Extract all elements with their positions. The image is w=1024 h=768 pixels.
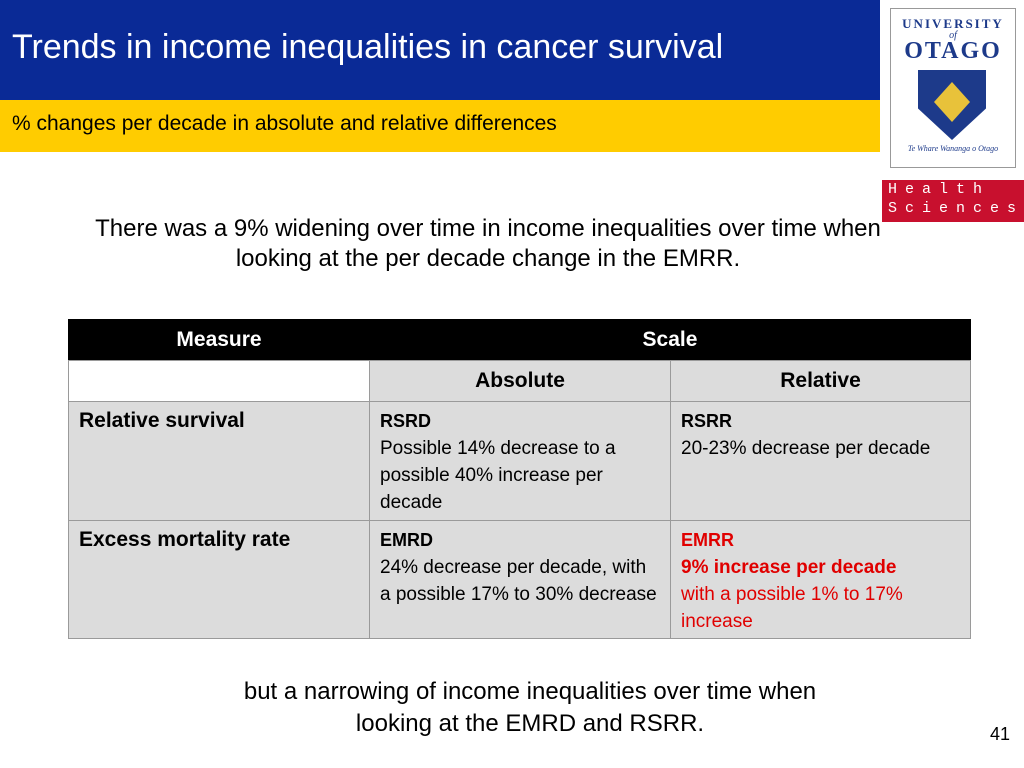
measure-cell: Excess mortality rate: [68, 520, 370, 639]
title-bar: [0, 0, 880, 100]
logo-frame: [890, 8, 1016, 168]
table-cell: EMRR 9% increase per decade with a possi…: [670, 520, 971, 639]
logo-name: OTAGO: [904, 38, 1002, 64]
column-header: Measure: [68, 319, 370, 360]
title: Trends in income inequalities in cancer …: [12, 28, 724, 66]
subtitle: % changes per decade in absolute and rel…: [12, 112, 557, 135]
measure-cell: Relative survival: [68, 401, 370, 521]
table-cell: RSRD Possible 14% decrease to a possible…: [369, 401, 671, 521]
subcolumn-header: Absolute: [369, 360, 671, 402]
cell-label: RSRR: [681, 411, 733, 431]
cell-emphasis: 9% increase per decade: [681, 557, 897, 578]
page-number: 41: [990, 724, 1011, 744]
table-cell: EMRD 24% decrease per decade, with a pos…: [369, 520, 671, 639]
conclusion-text: but a narrowing of income inequalities o…: [243, 678, 817, 737]
faculty-word: Sciences: [888, 200, 1024, 217]
subcolumn-header: Relative: [670, 360, 971, 402]
intro-text: There was a 9% widening over time in inc…: [95, 215, 881, 272]
cell-label: RSRD: [380, 411, 432, 431]
faculty-bar: [882, 180, 1024, 222]
cell-label: EMRR: [681, 530, 734, 550]
faculty-word: Health: [888, 181, 991, 198]
table-cell: RSRR 20-23% decrease per decade: [670, 401, 971, 521]
column-header: Scale: [369, 319, 971, 360]
empty-cell: [68, 360, 370, 402]
cell-text: with a possible 1% to 17% increase: [681, 584, 903, 632]
cell-text: Possible 14% decrease to a possible 40% …: [380, 438, 616, 513]
subtitle-bar: [0, 100, 880, 152]
logo-university: UNIVERSITY: [902, 16, 1004, 31]
cell-text: 20-23% decrease per decade: [681, 438, 931, 459]
cell-text: 24% decrease per decade, with a possible…: [380, 557, 657, 605]
cell-label: EMRD: [380, 530, 433, 550]
logo-motto: Te Whare Wananga o Otago: [907, 144, 999, 153]
logo-of: of: [949, 30, 957, 41]
